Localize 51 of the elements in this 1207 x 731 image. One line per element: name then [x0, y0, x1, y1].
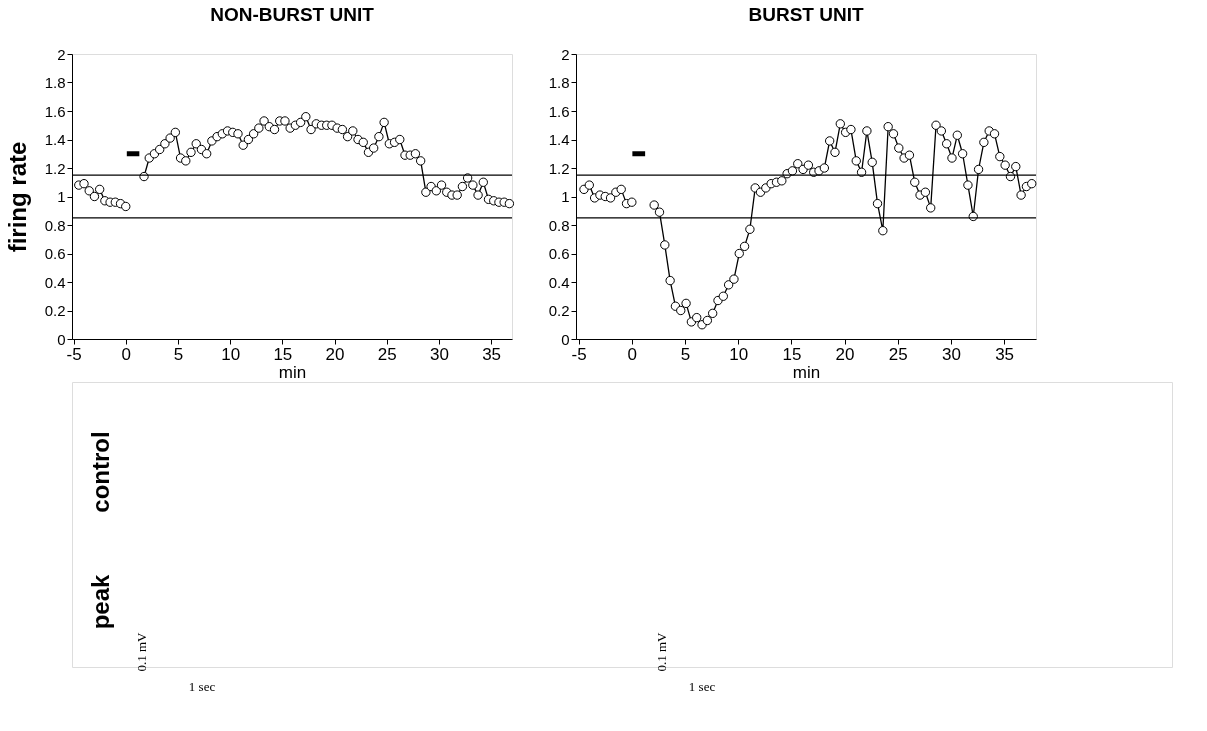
x-tick-label: 15 [782, 344, 802, 364]
y-tick-label: 1.8 [44, 74, 66, 91]
text: 0.1 mV [654, 631, 669, 672]
x-tick-label: -5 [571, 344, 587, 364]
y-tick-label: 1.2 [548, 159, 570, 177]
y-tick-label: 0.4 [548, 273, 570, 291]
y-tick-label: 1.6 [548, 102, 570, 120]
y-tick-label: 0 [57, 330, 66, 348]
y-tick-label: 0.4 [44, 273, 66, 291]
y-tick-label: 1.4 [44, 131, 66, 148]
x-tick-label: 20 [325, 344, 345, 364]
y-tick-label: 1.4 [548, 131, 570, 148]
x-tick-label: 25 [888, 344, 908, 364]
x-tick-label: 35 [995, 344, 1015, 364]
x-tick-label: 35 [482, 344, 502, 364]
y-tick-label: 1 [561, 188, 570, 205]
x-tick-label: 10 [729, 344, 749, 364]
y-tick-label: 1.6 [44, 102, 66, 120]
x-tick-label: 30 [429, 344, 449, 364]
y-tick-label: 0.6 [548, 245, 570, 262]
x-tick-label: 15 [273, 344, 293, 364]
chart-title: BURST UNIT [748, 4, 864, 25]
x-tick-label: 5 [173, 344, 184, 364]
x-tick-label: 10 [221, 344, 241, 364]
y-tick-label: 1.2 [44, 159, 66, 177]
x-tick-label: 0 [627, 344, 638, 364]
x-tick-label: 30 [941, 344, 961, 364]
text: peak [87, 574, 114, 630]
x-tick-label: 25 [377, 344, 397, 364]
x-tick-label: -5 [66, 344, 82, 364]
y-tick-label: 0.2 [548, 302, 570, 319]
y-tick-label: 0.8 [44, 216, 66, 234]
x-tick-label: 20 [835, 344, 855, 364]
x-tick-label: 0 [121, 344, 131, 364]
x-axis-title: min [278, 362, 307, 382]
text: 1 sec [688, 679, 716, 694]
y-axis-title: firing rate [3, 141, 31, 253]
y-tick-label: 0.8 [548, 216, 570, 234]
y-tick-label: 0 [561, 330, 570, 348]
text: 1 sec [188, 679, 216, 694]
y-tick-label: 1.8 [548, 74, 570, 91]
y-tick-label: 1 [57, 188, 66, 205]
chart-title: NON-BURST UNIT [210, 4, 375, 25]
y-tick-label: 2 [57, 45, 66, 63]
y-tick-label: 0.6 [44, 245, 66, 262]
y-tick-label: 0.2 [44, 302, 66, 319]
y-tick-label: 2 [561, 45, 570, 63]
x-tick-label: 5 [680, 344, 691, 364]
text: 0.1 mV [134, 631, 149, 672]
text: control [87, 431, 114, 513]
x-axis-title: min [792, 362, 821, 382]
